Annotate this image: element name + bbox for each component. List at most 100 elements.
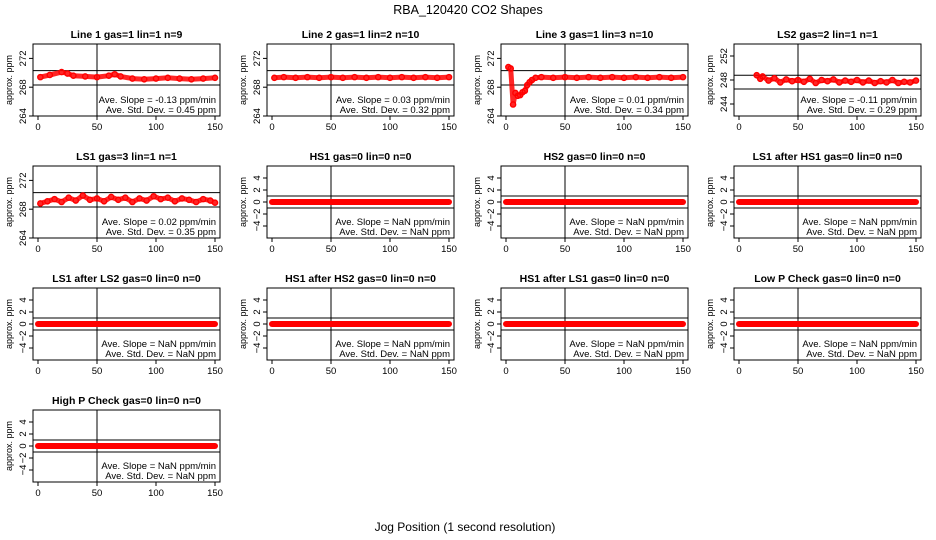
y-tick-label: 4 bbox=[719, 297, 730, 302]
x-tick-label: 0 bbox=[503, 366, 508, 377]
y-axis-label: approx. ppm bbox=[238, 177, 248, 227]
x-tick-label: 100 bbox=[849, 122, 865, 133]
y-tick-label: 264 bbox=[18, 230, 29, 246]
data-point bbox=[140, 75, 148, 83]
panel-title: HS1 gas=0 lin=0 n=0 bbox=[310, 151, 412, 163]
y-tick-label: 272 bbox=[18, 172, 29, 188]
data-point bbox=[889, 76, 896, 84]
data-point bbox=[620, 74, 628, 82]
x-tick-label: 100 bbox=[382, 244, 398, 255]
y-tick-label: −2 bbox=[719, 331, 730, 342]
x-tick-label: 100 bbox=[148, 122, 164, 133]
x-tick-label: 50 bbox=[326, 366, 337, 377]
data-point bbox=[794, 76, 802, 84]
y-tick-label: 2 bbox=[486, 309, 497, 314]
x-tick-label: 150 bbox=[207, 488, 223, 499]
x-tick-label: 0 bbox=[269, 122, 274, 133]
stddev-annotation: Ave. Std. Dev. = 0.32 ppm bbox=[340, 105, 450, 116]
data-point bbox=[199, 195, 207, 203]
y-axis-label: approx. ppm bbox=[472, 55, 482, 105]
slope-annotation: Ave. Slope = 0.01 ppm/min bbox=[570, 95, 684, 106]
panel-title: LS1 after HS1 gas=0 lin=0 n=0 bbox=[753, 151, 903, 163]
x-tick-label: 0 bbox=[269, 244, 274, 255]
x-tick-label: 100 bbox=[382, 122, 398, 133]
stddev-annotation: Ave. Std. Dev. = NaN ppm bbox=[806, 227, 917, 238]
panel-title: Low P Check gas=0 lin=0 n=0 bbox=[754, 273, 901, 285]
x-tick-label: 100 bbox=[616, 122, 632, 133]
data-point bbox=[597, 74, 604, 82]
panel-3: Line 3 gas=1 lin=3 n=10 0 50 100 150 264 268 27… bbox=[472, 29, 691, 133]
data-point bbox=[906, 79, 914, 86]
data-point bbox=[788, 77, 796, 85]
data-point bbox=[37, 73, 44, 81]
y-tick-label: 268 bbox=[486, 79, 497, 95]
data-point bbox=[900, 78, 908, 86]
data-point bbox=[58, 198, 65, 206]
y-tick-label: −4 bbox=[486, 343, 497, 354]
data-point bbox=[847, 78, 855, 86]
data-point bbox=[93, 73, 101, 81]
data-point bbox=[830, 76, 837, 83]
data-point bbox=[339, 74, 347, 82]
data-point bbox=[656, 73, 663, 81]
y-axis-label: approx. ppm bbox=[705, 55, 715, 105]
data-point bbox=[679, 73, 687, 81]
x-tick-label: 150 bbox=[207, 366, 223, 377]
data-point bbox=[351, 73, 358, 81]
data-point bbox=[836, 79, 843, 86]
x-tick-label: 0 bbox=[35, 122, 40, 133]
data-point bbox=[327, 73, 335, 81]
stddev-annotation: Ave. Std. Dev. = NaN ppm bbox=[339, 227, 450, 238]
x-tick-label: 0 bbox=[269, 366, 274, 377]
x-tick-label: 150 bbox=[675, 366, 691, 377]
data-point bbox=[853, 76, 861, 84]
panel-12: Low P Check gas=0 lin=0 n=0 0 50 100 150 −4−2… bbox=[705, 273, 924, 377]
stddev-annotation: Ave. Std. Dev. = NaN ppm bbox=[806, 349, 917, 360]
slope-annotation: Ave. Slope = NaN ppm/min bbox=[569, 339, 684, 350]
data-point bbox=[111, 70, 118, 78]
slope-annotation: Ave. Slope = NaN ppm/min bbox=[569, 217, 684, 228]
panel-5: LS1 gas=3 lin=1 n=1 0 50 100 150 264 268 272 app… bbox=[4, 151, 223, 255]
slope-annotation: Ave. Slope = -0.11 ppm/min bbox=[800, 95, 917, 106]
x-tick-label: 50 bbox=[92, 122, 103, 133]
x-tick-label: 50 bbox=[326, 244, 337, 255]
x-tick-label: 50 bbox=[793, 122, 804, 133]
data-point bbox=[37, 200, 44, 207]
y-axis-label: approx. ppm bbox=[472, 177, 482, 227]
data-point bbox=[315, 74, 323, 82]
data-point bbox=[632, 73, 640, 81]
data-point bbox=[46, 71, 54, 79]
plot-frame bbox=[32, 165, 221, 239]
data-point bbox=[608, 73, 616, 81]
stddev-annotation: Ave. Std. Dev. = 0.29 ppm bbox=[807, 105, 917, 116]
data-point bbox=[806, 75, 814, 83]
data-point bbox=[800, 78, 808, 86]
panel-4: LS2 gas=2 lin=1 n=1 0 50 100 150 244 248 252 app… bbox=[705, 29, 924, 133]
x-tick-label: 50 bbox=[560, 244, 571, 255]
figure-title: RBA_120420 CO2 Shapes bbox=[393, 3, 542, 17]
stddev-annotation: Ave. Std. Dev. = NaN ppm bbox=[573, 349, 684, 360]
data-point bbox=[521, 87, 529, 95]
data-point bbox=[65, 194, 72, 201]
y-tick-label: 2 bbox=[719, 187, 730, 192]
y-tick-label: 0 bbox=[18, 321, 29, 326]
data-point bbox=[86, 196, 94, 204]
panel-title: LS1 after LS2 gas=0 lin=0 n=0 bbox=[52, 273, 201, 285]
data-point bbox=[58, 68, 65, 76]
data-point bbox=[93, 195, 101, 202]
slope-annotation: Ave. Slope = 0.02 ppm/min bbox=[102, 217, 216, 228]
panel-11: HS1 after LS1 gas=0 lin=0 n=0 0 50 100 150 −4… bbox=[472, 273, 691, 377]
y-tick-label: −2 bbox=[719, 209, 730, 220]
x-tick-label: 50 bbox=[92, 366, 103, 377]
data-point bbox=[211, 74, 219, 82]
x-tick-label: 0 bbox=[736, 244, 741, 255]
stddev-annotation: Ave. Std. Dev. = 0.45 ppm bbox=[106, 105, 216, 116]
data-point bbox=[304, 73, 311, 81]
data-point bbox=[374, 73, 382, 81]
data-point bbox=[509, 101, 517, 108]
y-tick-label: 272 bbox=[18, 50, 29, 66]
y-tick-label: 0 bbox=[18, 443, 29, 448]
data-point bbox=[176, 75, 183, 82]
data-point bbox=[64, 70, 71, 77]
y-tick-label: 4 bbox=[486, 175, 497, 180]
